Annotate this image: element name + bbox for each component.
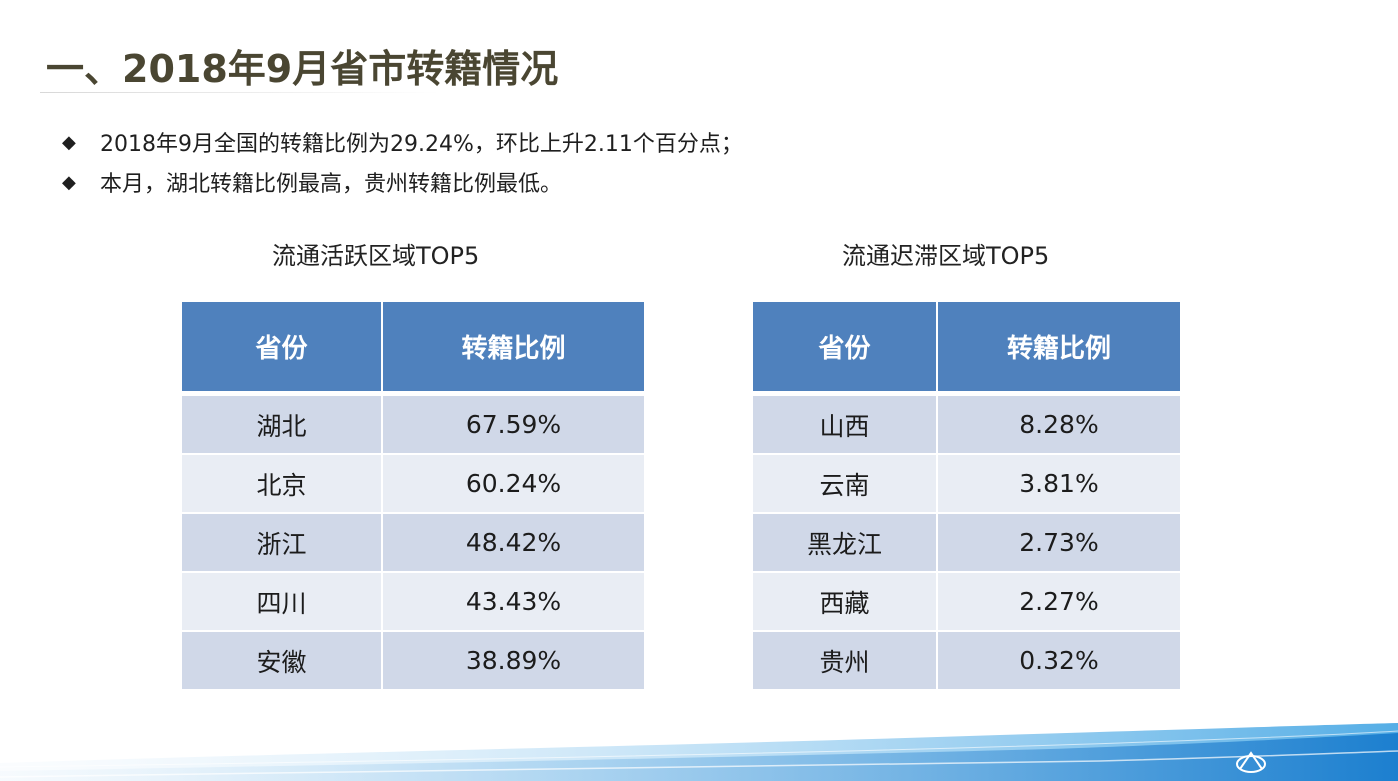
column-header-province: 省份 xyxy=(753,302,938,396)
ratio-cell: 48.42% xyxy=(382,513,644,573)
ratio-cell: 2.27% xyxy=(937,572,1180,632)
table-row: 浙江 48.42% xyxy=(182,513,644,573)
diamond-icon: ◆ xyxy=(62,171,76,193)
province-cell: 湖北 xyxy=(182,393,383,455)
table-row: 云南 3.81% xyxy=(753,454,1180,514)
table-row: 黑龙江 2.73% xyxy=(753,513,1180,573)
ratio-cell: 2.73% xyxy=(937,513,1180,573)
ratio-cell: 67.59% xyxy=(382,393,644,455)
footer-wave-band xyxy=(0,723,1398,781)
ratio-cell: 38.89% xyxy=(382,631,644,691)
table-header-row: 省份 转籍比例 xyxy=(182,302,644,396)
table-row: 安徽 38.89% xyxy=(182,631,644,691)
column-header-ratio: 转籍比例 xyxy=(382,302,644,396)
table-row: 湖北 67.59% xyxy=(182,393,644,455)
active-regions-table: 省份 转籍比例 湖北 67.59% 北京 60.24% 浙江 48.42% 四川… xyxy=(182,302,644,691)
table-row: 北京 60.24% xyxy=(182,454,644,514)
diamond-icon: ◆ xyxy=(62,131,76,153)
ratio-cell: 60.24% xyxy=(382,454,644,514)
wave-decoration xyxy=(0,723,1398,781)
stagnant-regions-table: 省份 转籍比例 山西 8.28% 云南 3.81% 黑龙江 2.73% 西藏 2… xyxy=(753,302,1180,691)
province-cell: 西藏 xyxy=(753,572,938,632)
province-cell: 四川 xyxy=(182,572,383,632)
column-header-province: 省份 xyxy=(182,302,383,396)
table-header-row: 省份 转籍比例 xyxy=(753,302,1180,396)
active-table-caption: 流通活跃区域TOP5 xyxy=(272,242,480,270)
ratio-cell: 0.32% xyxy=(937,631,1180,691)
province-cell: 贵州 xyxy=(753,631,938,691)
association-logo-icon xyxy=(1236,751,1266,773)
summary-bullet: ◆ 本月，湖北转籍比例最高，贵州转籍比例最低。 xyxy=(62,162,743,202)
table-row: 四川 43.43% xyxy=(182,572,644,632)
bullet-text: 本月，湖北转籍比例最高，贵州转籍比例最低。 xyxy=(100,172,563,197)
province-cell: 云南 xyxy=(753,454,938,514)
summary-bullets: ◆ 2018年9月全国的转籍比例为29.24%，环比上升2.11个百分点； ◆ … xyxy=(62,122,743,202)
summary-bullet: ◆ 2018年9月全国的转籍比例为29.24%，环比上升2.11个百分点； xyxy=(62,122,743,162)
province-cell: 山西 xyxy=(753,393,938,455)
table-row: 西藏 2.27% xyxy=(753,572,1180,632)
title-underline xyxy=(40,92,440,93)
bullet-text: 2018年9月全国的转籍比例为29.24%，环比上升2.11个百分点； xyxy=(100,132,743,157)
table-row: 山西 8.28% xyxy=(753,393,1180,455)
province-cell: 安徽 xyxy=(182,631,383,691)
ratio-cell: 43.43% xyxy=(382,572,644,632)
ratio-cell: 8.28% xyxy=(937,393,1180,455)
ratio-cell: 3.81% xyxy=(937,454,1180,514)
stagnant-table-caption: 流通迟滞区域TOP5 xyxy=(842,242,1050,270)
column-header-ratio: 转籍比例 xyxy=(937,302,1180,396)
province-cell: 黑龙江 xyxy=(753,513,938,573)
province-cell: 北京 xyxy=(182,454,383,514)
table-row: 贵州 0.32% xyxy=(753,631,1180,691)
province-cell: 浙江 xyxy=(182,513,383,573)
page-title: 一、2018年9月省市转籍情况 xyxy=(46,47,559,91)
